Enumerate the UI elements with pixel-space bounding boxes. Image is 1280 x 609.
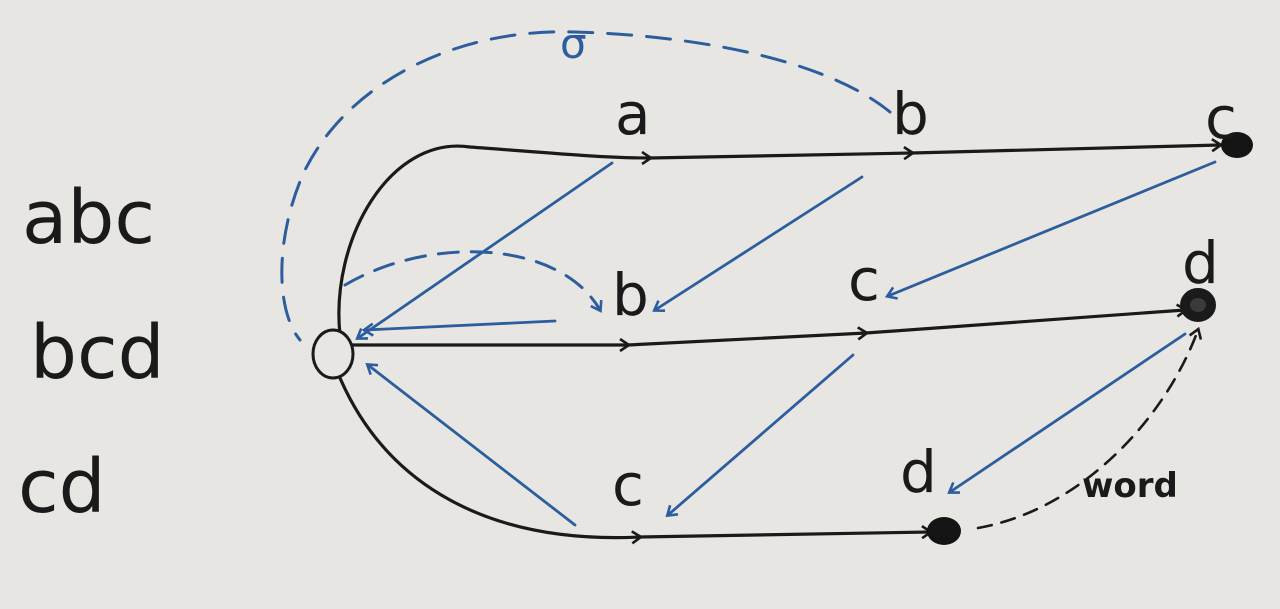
label-b: b	[612, 261, 649, 329]
fail-b-root	[365, 319, 557, 330]
edge-ab-c	[910, 145, 1220, 155]
edge-a-b	[648, 153, 912, 158]
fail-bcd-cd	[950, 332, 1187, 492]
terminal-node-bcd-inner	[1190, 298, 1206, 312]
dictionary-link-path	[976, 330, 1198, 530]
trie-nodes	[311, 132, 1253, 545]
terminal-node-abc	[1221, 132, 1253, 158]
dictionary-link-label: word	[1082, 466, 1178, 506]
word-list: abc bcd cd	[18, 175, 165, 530]
trie-edges	[337, 144, 1220, 538]
label-ab-b: b	[892, 80, 929, 148]
label-bc-c: c	[848, 246, 880, 314]
suffix-link-path	[280, 30, 892, 342]
label-a: a	[615, 80, 651, 148]
dictionary-link	[976, 330, 1198, 530]
label-abc-c: c	[1205, 84, 1237, 152]
edge-bc-d	[864, 310, 1185, 335]
failure-links	[358, 160, 1217, 527]
root-node	[311, 328, 355, 380]
fail-c-root	[368, 365, 577, 527]
edge-c-d	[638, 532, 930, 537]
edge-root-c	[338, 376, 640, 538]
label-cd-d: d	[900, 438, 937, 506]
suffix-link	[280, 30, 892, 342]
word-cd: cd	[18, 444, 106, 530]
fail-a-root	[358, 161, 614, 338]
word-bcd: bcd	[30, 310, 165, 396]
fail-ab-b	[655, 175, 864, 310]
sigma-label: σ	[560, 19, 587, 68]
edge-root-a	[337, 144, 650, 337]
label-c: c	[612, 451, 644, 519]
word-abc: abc	[22, 175, 155, 261]
edge-b-c	[626, 333, 866, 347]
edge-labels: a b c b c d c d	[612, 80, 1237, 519]
dashed-root-b-path	[343, 250, 600, 310]
terminal-node-cd	[927, 517, 961, 545]
fail-abc-bc	[888, 160, 1217, 296]
fail-bc-c	[668, 353, 855, 515]
dashed-root-b-link	[343, 250, 600, 310]
label-bcd-d: d	[1182, 229, 1219, 297]
